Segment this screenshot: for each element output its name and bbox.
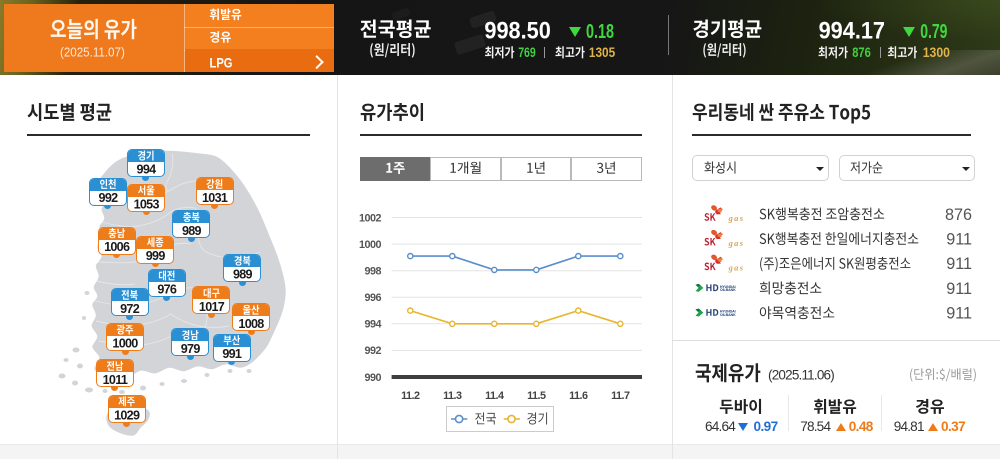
svg-text:994: 994 bbox=[364, 319, 381, 331]
svg-text:989: 989 bbox=[233, 268, 253, 282]
svg-text:0.18: 0.18 bbox=[586, 21, 614, 43]
svg-text:gas: gas bbox=[728, 213, 744, 223]
svg-text:998.50: 998.50 bbox=[484, 17, 550, 44]
svg-text:998: 998 bbox=[364, 266, 381, 278]
svg-text:911: 911 bbox=[946, 280, 972, 298]
svg-text:0.37: 0.37 bbox=[941, 419, 965, 434]
svg-text:911: 911 bbox=[946, 305, 972, 323]
svg-text:996: 996 bbox=[364, 292, 381, 304]
svg-text:992: 992 bbox=[364, 345, 381, 357]
svg-text:972: 972 bbox=[120, 302, 140, 316]
svg-text:11.7: 11.7 bbox=[611, 390, 630, 402]
svg-text:HYUNDAI: HYUNDAI bbox=[720, 285, 736, 289]
svg-text:1006: 1006 bbox=[104, 240, 130, 254]
svg-text:992: 992 bbox=[99, 191, 119, 205]
svg-text:1008: 1008 bbox=[238, 317, 264, 331]
svg-text:11.2: 11.2 bbox=[401, 390, 420, 402]
svg-text:976: 976 bbox=[157, 283, 177, 297]
svg-text:999: 999 bbox=[146, 249, 166, 263]
svg-text:994: 994 bbox=[137, 163, 157, 177]
svg-text:1305: 1305 bbox=[589, 45, 616, 60]
svg-text:876: 876 bbox=[945, 206, 972, 224]
svg-text:0.48: 0.48 bbox=[849, 419, 874, 434]
svg-text:1017: 1017 bbox=[199, 300, 225, 314]
svg-text:11.6: 11.6 bbox=[569, 390, 588, 402]
svg-text:gas: gas bbox=[728, 263, 744, 273]
svg-text:1000: 1000 bbox=[359, 239, 382, 251]
svg-text:1031: 1031 bbox=[202, 191, 228, 205]
svg-text:989: 989 bbox=[182, 224, 202, 238]
svg-text:991: 991 bbox=[222, 347, 242, 361]
svg-text:994.17: 994.17 bbox=[819, 17, 885, 44]
svg-text:911: 911 bbox=[946, 255, 972, 273]
svg-text:11.3: 11.3 bbox=[443, 390, 462, 402]
svg-text:0.79: 0.79 bbox=[920, 21, 947, 43]
svg-text:11.4: 11.4 bbox=[485, 390, 504, 402]
svg-text:94.81: 94.81 bbox=[894, 419, 924, 434]
svg-text:OILBANK: OILBANK bbox=[720, 313, 736, 317]
svg-text:78.54: 78.54 bbox=[800, 419, 831, 434]
svg-text:769: 769 bbox=[518, 45, 536, 60]
svg-text:OILBANK: OILBANK bbox=[720, 288, 736, 292]
svg-text:1029: 1029 bbox=[114, 408, 140, 422]
svg-text:1002: 1002 bbox=[359, 212, 382, 224]
svg-text:1300: 1300 bbox=[923, 45, 951, 60]
svg-text:64.64: 64.64 bbox=[705, 419, 736, 434]
svg-text:876: 876 bbox=[852, 45, 871, 60]
svg-text:LPG: LPG bbox=[210, 55, 233, 71]
svg-text:gas: gas bbox=[728, 238, 744, 248]
svg-text:990: 990 bbox=[364, 372, 381, 384]
svg-text:911: 911 bbox=[946, 231, 972, 249]
svg-text:0.97: 0.97 bbox=[754, 419, 778, 434]
svg-text:11.5: 11.5 bbox=[527, 390, 546, 402]
svg-text:HYUNDAI: HYUNDAI bbox=[720, 310, 736, 314]
svg-text:1000: 1000 bbox=[112, 337, 138, 351]
svg-text:1011: 1011 bbox=[103, 373, 128, 387]
svg-text:1053: 1053 bbox=[134, 197, 160, 211]
svg-text:(2025.11.06): (2025.11.06) bbox=[768, 368, 834, 383]
svg-text:979: 979 bbox=[181, 342, 201, 356]
svg-text:(2025.11.07): (2025.11.07) bbox=[60, 45, 125, 60]
